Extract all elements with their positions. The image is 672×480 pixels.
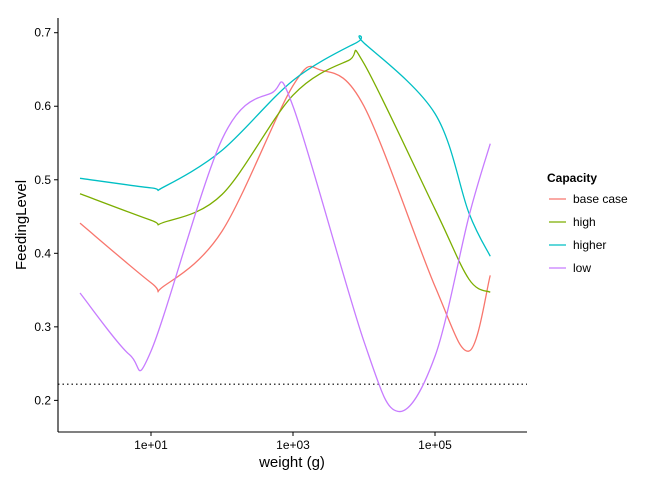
- y-tick-label: 0.3: [34, 320, 51, 334]
- y-tick-label: 0.6: [34, 99, 51, 113]
- y-ticks: 0.2 0.3 0.4 0.5 0.6 0.7: [34, 26, 58, 407]
- y-tick-label: 0.5: [34, 173, 51, 187]
- x-tick-label: 1e+05: [418, 438, 452, 452]
- legend-label-higher: higher: [573, 238, 606, 252]
- y-tick-label: 0.7: [34, 26, 51, 40]
- legend-label-high: high: [573, 215, 596, 229]
- series-line-higher: [79, 35, 491, 257]
- legend-label-low: low: [573, 261, 591, 275]
- y-tick-label: 0.4: [34, 246, 51, 260]
- series-line-high: [79, 49, 491, 293]
- y-tick-label: 0.2: [34, 393, 51, 407]
- series-line-base-case: [79, 65, 491, 352]
- x-ticks: 1e+01 1e+03 1e+05: [134, 432, 452, 452]
- legend-label-base-case: base case: [573, 192, 628, 206]
- x-tick-label: 1e+01: [134, 438, 168, 452]
- series-line-low: [79, 81, 491, 413]
- y-axis-title: FeedingLevel: [13, 180, 30, 270]
- x-axis-title: weight (g): [258, 454, 325, 471]
- plot-area: [58, 35, 527, 413]
- legend: Capacity base case high higher low: [547, 171, 628, 275]
- x-tick-label: 1e+03: [276, 438, 310, 452]
- legend-title: Capacity: [547, 171, 597, 185]
